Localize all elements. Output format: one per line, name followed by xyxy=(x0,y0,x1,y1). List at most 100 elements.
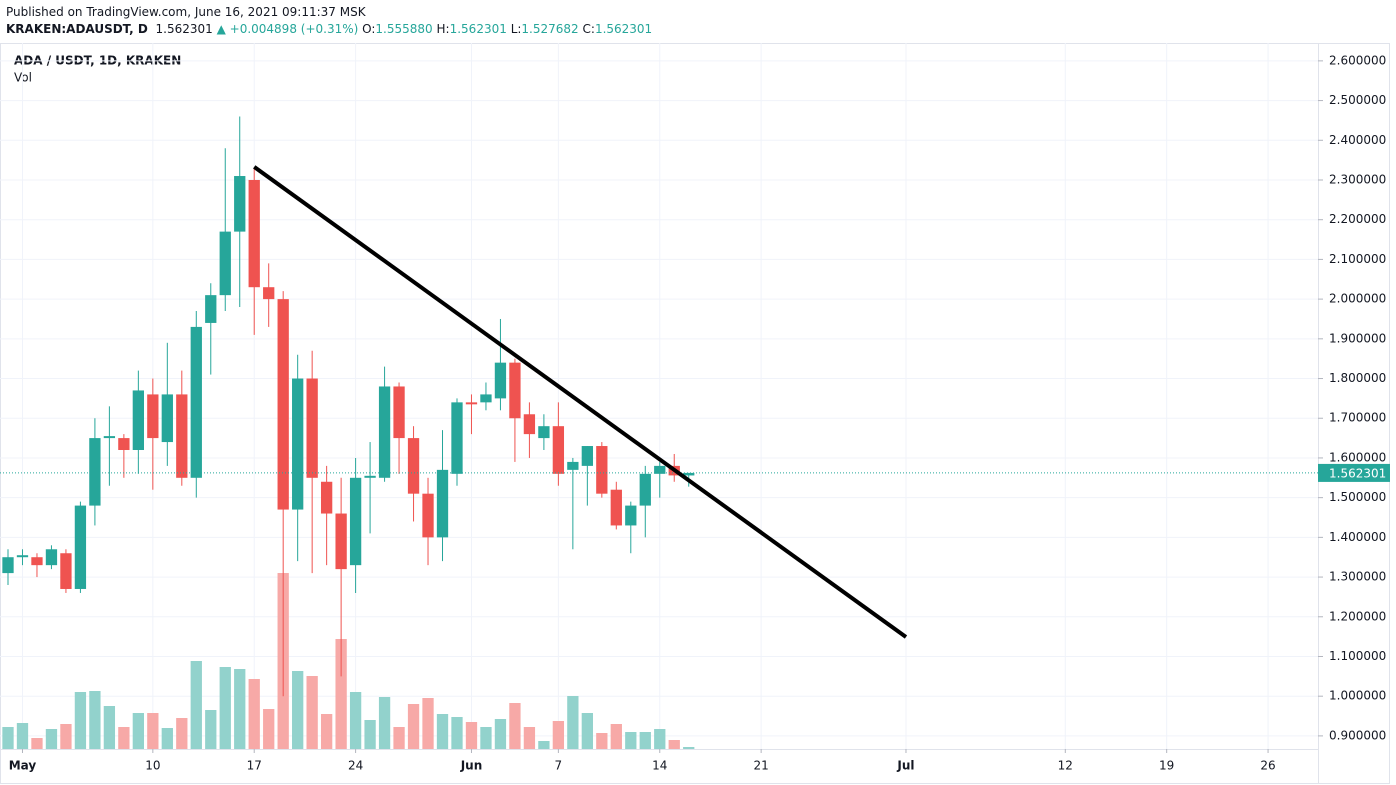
volume-bar xyxy=(494,719,507,749)
x-tick-label: 7 xyxy=(555,759,563,773)
x-tick-label: 10 xyxy=(145,759,160,773)
ohlc-key: C: xyxy=(582,22,595,36)
chart-frame xyxy=(0,43,1390,784)
volume-bar xyxy=(147,713,159,749)
y-tick-label: 1.300000 xyxy=(1329,570,1386,584)
x-tick-label: Jun xyxy=(460,759,483,773)
y-tick-label: 2.200000 xyxy=(1329,212,1386,226)
volume-bar xyxy=(393,727,405,749)
candle-body xyxy=(161,394,173,443)
change: ▲ +0.004898 (+0.31%) xyxy=(216,22,359,36)
candle-body xyxy=(465,402,478,405)
candle-body xyxy=(639,473,651,506)
volume-bar xyxy=(407,704,420,749)
candle-body xyxy=(378,386,391,478)
volume-bar xyxy=(480,727,492,749)
volume-bar xyxy=(654,729,666,749)
volume-bar xyxy=(103,706,116,749)
volume-bar xyxy=(610,724,622,749)
candle-body xyxy=(567,461,579,470)
last-price-label: 1.562301 xyxy=(1329,466,1386,480)
volume-bar xyxy=(683,747,695,749)
candle-body xyxy=(292,378,304,510)
candle-body xyxy=(263,287,275,300)
volume-bar xyxy=(349,692,362,749)
volume-bar xyxy=(538,741,550,749)
volume-bar xyxy=(74,692,87,749)
candle-body xyxy=(306,378,318,478)
volume-bar xyxy=(320,714,333,749)
candle-body xyxy=(480,394,492,403)
volume-bar xyxy=(219,667,231,749)
candle-body xyxy=(596,446,608,494)
ohlc-value: 1.562301 xyxy=(449,22,507,36)
volume-bar xyxy=(378,697,391,749)
y-tick-label: 1.800000 xyxy=(1329,371,1386,385)
ohlc-value: 1.562301 xyxy=(594,22,653,36)
candle-body xyxy=(523,414,536,435)
volume-bar xyxy=(451,717,463,749)
volume-bar xyxy=(16,723,29,749)
layer: 0.900000 1.000000 1.100000 1.200000 1.300000… xyxy=(0,53,1390,773)
volume-bar xyxy=(190,661,202,749)
candle-body xyxy=(422,493,434,538)
candle-body xyxy=(16,555,29,558)
candle-body xyxy=(538,426,550,439)
ohlc-value: 1.555880 xyxy=(375,22,433,36)
candle-body xyxy=(118,438,130,451)
candle-body xyxy=(248,179,260,288)
candle-body xyxy=(176,394,188,478)
ohlc-key: O: xyxy=(362,22,376,36)
candle-body xyxy=(625,505,637,526)
candle-body xyxy=(45,549,58,566)
volume-bar xyxy=(422,698,434,749)
volume-bar xyxy=(176,718,188,749)
candle-body xyxy=(2,557,14,574)
x-tick-label: 26 xyxy=(1260,759,1275,773)
x-tick-label: 14 xyxy=(652,759,667,773)
volume-bar xyxy=(581,713,593,749)
y-tick-label: 2.100000 xyxy=(1329,252,1386,266)
x-tick-label: 12 xyxy=(1058,759,1073,773)
candle-body xyxy=(31,557,43,566)
y-tick-label: 2.500000 xyxy=(1329,93,1386,107)
x-tick-label: May xyxy=(9,759,37,773)
candle-body xyxy=(451,402,463,474)
price: 1.562301 xyxy=(155,22,213,36)
volume-bar xyxy=(248,679,260,749)
volume-bar xyxy=(335,639,347,749)
y-tick-label: 2.000000 xyxy=(1329,292,1386,306)
candle-body xyxy=(494,362,507,399)
symbol: KRAKEN:ADAUSDT, D xyxy=(6,22,148,36)
candle-body xyxy=(654,465,666,474)
x-tick-label: 19 xyxy=(1159,759,1174,773)
volume-bar xyxy=(234,669,246,749)
volume-bar xyxy=(625,732,637,749)
volume-bar xyxy=(132,713,145,749)
header: Published on TradingView.com, June 16, 2… xyxy=(6,4,652,38)
ohlc-key: H: xyxy=(436,22,450,36)
y-tick-label: 1.600000 xyxy=(1329,450,1386,464)
volume-bar xyxy=(161,728,173,749)
volume-bar xyxy=(89,691,101,749)
volume-bar xyxy=(567,696,579,749)
y-tick-label: 1.700000 xyxy=(1329,411,1386,425)
candle-body xyxy=(364,475,376,478)
candle-body xyxy=(320,481,333,514)
y-tick-label: 0.900000 xyxy=(1329,728,1386,742)
volume-bar xyxy=(552,721,565,749)
candle-body xyxy=(89,438,101,506)
candle-body xyxy=(103,436,116,439)
candle-body xyxy=(234,176,246,232)
candle-body xyxy=(349,477,362,566)
candle-body xyxy=(407,438,420,494)
published: Published on TradingView.com, June 16, 2… xyxy=(6,5,366,19)
candle-body xyxy=(205,295,217,323)
candle-body xyxy=(552,426,565,474)
volume-bar xyxy=(31,738,43,749)
y-tick-label: 1.900000 xyxy=(1329,331,1386,345)
candle-body xyxy=(509,362,521,419)
